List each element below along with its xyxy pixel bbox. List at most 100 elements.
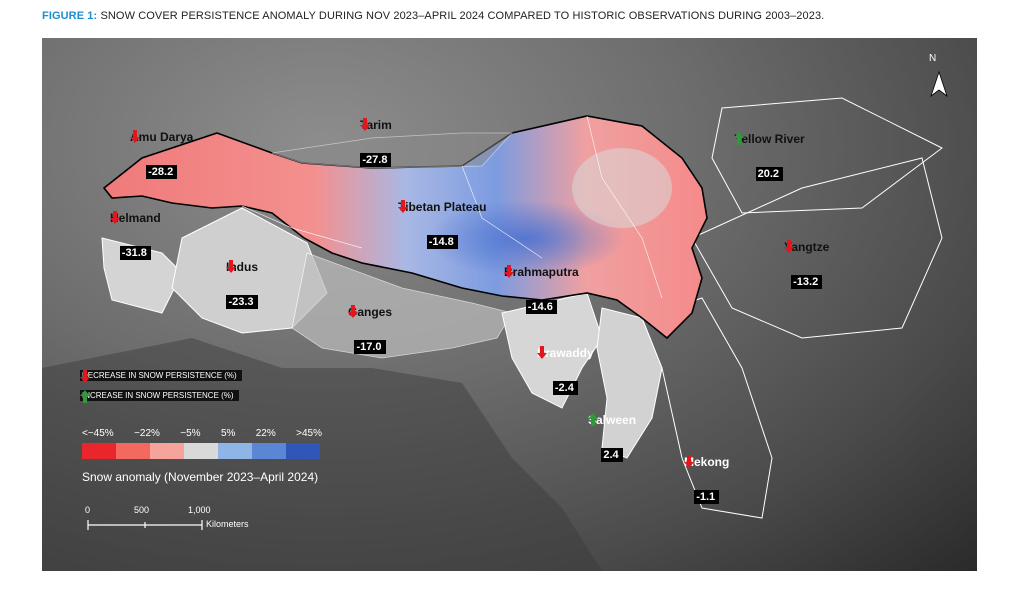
- basin-anomaly-value: -2.4: [537, 346, 578, 395]
- basin-name: Amu Darya: [130, 130, 194, 144]
- color-swatch: [82, 443, 116, 459]
- basin-label: Helmand -31.8: [110, 211, 161, 261]
- basin-name: Indus: [226, 260, 258, 274]
- down-arrow-icon: [504, 265, 514, 278]
- basin-anomaly-value: -14.8: [398, 200, 458, 249]
- legend-decrease: DECREASE IN SNOW PERSISTENCE (%): [80, 370, 242, 383]
- scale-tick-label: 1,000: [188, 505, 211, 515]
- basin-value-text: -31.8: [121, 247, 147, 259]
- legend-decrease-label: DECREASE IN SNOW PERSISTENCE (%): [82, 371, 237, 380]
- ganges-basin-lower: [291, 252, 513, 359]
- basin-value-text: -14.8: [428, 236, 454, 248]
- basin-label: Mekong -1.1: [684, 455, 729, 505]
- scale-tick-label: 500: [134, 505, 150, 515]
- figure-label: FIGURE 1:: [42, 10, 98, 22]
- color-swatch: [252, 443, 286, 459]
- down-arrow-icon: [226, 260, 236, 273]
- basin-value-text: -1.1: [696, 491, 716, 503]
- scale-label: >45%: [296, 428, 322, 439]
- scale-label: −22%: [134, 428, 160, 439]
- scale-label: 22%: [255, 428, 276, 439]
- color-swatch: [286, 443, 320, 459]
- down-arrow-icon: [80, 370, 90, 383]
- north-arrow-icon: [930, 70, 948, 98]
- basin-label: Ganges -17.0: [348, 305, 392, 355]
- basin-divides: [241, 115, 663, 299]
- basin-name: Salween: [588, 413, 637, 427]
- basin-anomaly-value: -31.8: [110, 211, 151, 260]
- basin-label: Tibetan Plateau -14.8: [398, 200, 486, 250]
- basin-anomaly-value: -14.6: [504, 265, 557, 314]
- scale-unit-label: Kilometers: [206, 519, 249, 529]
- basin-name: Mekong: [684, 455, 730, 469]
- down-arrow-icon: [110, 211, 120, 224]
- basin-anomaly-value: -1.1: [684, 455, 720, 504]
- figure-title: SNOW COVER PERSISTENCE ANOMALY DURING NO…: [100, 10, 825, 22]
- basin-label: Yellow River 20.2: [734, 132, 805, 182]
- basin-anomaly-value: -17.0: [348, 305, 386, 354]
- basin-value-text: -27.8: [362, 154, 388, 166]
- legend-increase-label: INCREASE IN SNOW PERSISTENCE (%): [82, 391, 234, 400]
- snow-anomaly-map: N Amu Darya -28.2 Tarim -27.8 Yellow River 20…: [42, 38, 977, 571]
- basin-value-text: -28.2: [148, 166, 174, 178]
- scale-tick-label: 0: [85, 505, 91, 515]
- neutral-anomaly-patch: [572, 148, 672, 228]
- basin-value-text: -14.6: [527, 301, 553, 313]
- color-swatch: [150, 443, 184, 459]
- basin-value-text: 2.4: [603, 449, 619, 461]
- basin-value-text: -23.3: [228, 296, 254, 308]
- basin-anomaly-value: -13.2: [784, 240, 823, 289]
- basin-anomaly-value: 2.4: [588, 413, 623, 462]
- basin-label: Irrawaddy -2.4: [537, 346, 594, 396]
- down-arrow-icon: [130, 130, 140, 143]
- tarim-basin: [271, 132, 513, 169]
- up-arrow-icon: [588, 413, 598, 426]
- basin-name: Yangtze: [784, 240, 830, 254]
- down-arrow-icon: [537, 346, 547, 359]
- north-label: N: [929, 53, 937, 64]
- color-swatch: [116, 443, 150, 459]
- down-arrow-icon: [784, 240, 794, 253]
- basin-name: Tibetan Plateau: [398, 200, 487, 214]
- color-scale-labels: <−45% −22% −5% 5% 22% >45%: [82, 428, 322, 439]
- basin-name: Yellow River: [734, 132, 805, 146]
- basin-anomaly-value: -28.2: [130, 130, 178, 179]
- basin-label: Salween 2.4: [588, 413, 636, 463]
- color-swatch: [184, 443, 218, 459]
- yellow-river-basin-outline: [711, 97, 943, 214]
- anomaly-legend-title: Snow anomaly (November 2023–April 2024): [82, 470, 319, 484]
- map-graphic: [42, 70, 948, 571]
- basin-anomaly-value: 20.2: [734, 132, 784, 181]
- basin-name: Irrawaddy: [537, 346, 594, 360]
- scale-label: −5%: [180, 428, 201, 439]
- scale-label: <−45%: [82, 428, 114, 439]
- basin-value-text: 20.2: [757, 168, 780, 180]
- down-arrow-icon: [398, 200, 408, 213]
- basin-label: Yangtze -13.2: [784, 240, 829, 290]
- basin-anomaly-value: -27.8: [360, 118, 392, 167]
- basin-value-text: -2.4: [554, 382, 574, 394]
- mekong-basin-outline: [641, 297, 773, 519]
- yangtze-basin-outline: [691, 157, 943, 339]
- basin-label: Brahmaputra -14.6: [504, 265, 579, 315]
- basin-label: Tarim -27.8: [360, 118, 392, 168]
- basin-name: Brahmaputra: [504, 265, 579, 279]
- down-arrow-icon: [360, 118, 370, 131]
- scale-label: 5%: [220, 428, 236, 439]
- basin-label: Indus -23.3: [226, 260, 258, 310]
- basin-value-text: -13.2: [793, 276, 819, 288]
- down-arrow-icon: [348, 305, 358, 318]
- legend-increase: INCREASE IN SNOW PERSISTENCE (%): [80, 390, 239, 403]
- figure-caption: FIGURE 1: SNOW COVER PERSISTENCE ANOMALY…: [42, 10, 824, 22]
- color-scale: [82, 443, 320, 459]
- up-arrow-icon: [80, 390, 90, 403]
- basin-anomaly-value: -23.3: [226, 260, 258, 309]
- up-arrow-icon: [734, 132, 744, 145]
- color-swatch: [218, 443, 252, 459]
- basin-name: Ganges: [348, 305, 393, 319]
- basin-name: Helmand: [110, 211, 161, 225]
- down-arrow-icon: [684, 455, 694, 468]
- basin-label: Amu Darya -28.2: [130, 130, 193, 180]
- basin-value-text: -17.0: [356, 341, 382, 353]
- basin-name: Tarim: [360, 118, 392, 132]
